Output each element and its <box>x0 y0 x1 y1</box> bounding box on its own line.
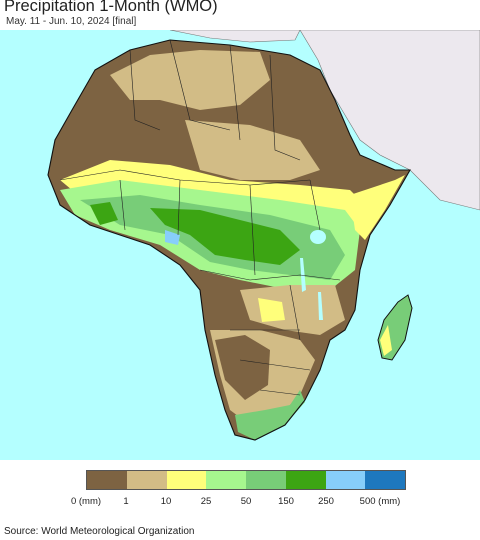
map-title: Precipitation 1-Month (WMO) <box>4 0 218 15</box>
legend-swatch <box>87 471 127 489</box>
map-subtitle: May. 11 - Jun. 10, 2024 [final] <box>6 16 137 27</box>
africa-outline <box>47 39 411 441</box>
legend-swatch <box>325 471 366 489</box>
legend-label: 25 <box>200 496 212 507</box>
region-dark-green-west <box>90 202 118 225</box>
lake-victoria <box>310 230 326 244</box>
madagascar-west <box>380 325 392 356</box>
lake-malawi <box>318 292 323 320</box>
legend-swatch <box>166 471 207 489</box>
legend-label: 0 (mm) <box>70 496 102 507</box>
legend-swatch <box>126 471 167 489</box>
region-south-yellow <box>258 298 285 322</box>
outside-region-middle-east <box>299 30 480 211</box>
region-tan-central <box>185 120 320 180</box>
legend-swatch <box>206 471 246 489</box>
region-southern-brown <box>215 335 270 400</box>
source-credit: Source: World Meteorological Organizatio… <box>4 526 195 537</box>
legend-swatch <box>246 471 286 489</box>
legend-color-bar <box>86 470 406 490</box>
region-dark-green <box>150 208 300 265</box>
country-borders <box>59 39 341 396</box>
lake-tanganyika <box>300 258 306 292</box>
legend-label: 50 <box>240 496 252 507</box>
precipitation-map <box>0 30 480 460</box>
outside-region-europe <box>169 30 301 43</box>
legend-swatch <box>365 471 405 489</box>
region-horn <box>350 175 405 240</box>
legend-label: 1 <box>123 496 129 507</box>
region-tan-north <box>110 50 270 110</box>
legend-label: 250 <box>318 496 334 507</box>
legend-label: 10 <box>160 496 172 507</box>
legend-swatch <box>285 471 326 489</box>
region-south-green <box>235 390 305 440</box>
legend-label: 150 <box>278 496 294 507</box>
legend-label: 500 (mm) <box>359 496 401 507</box>
africa <box>48 40 410 440</box>
region-blue <box>165 230 180 245</box>
